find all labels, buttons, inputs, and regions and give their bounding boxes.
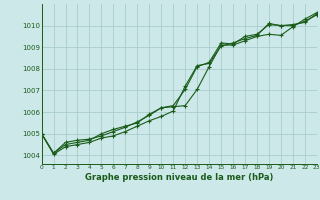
- X-axis label: Graphe pression niveau de la mer (hPa): Graphe pression niveau de la mer (hPa): [85, 173, 273, 182]
